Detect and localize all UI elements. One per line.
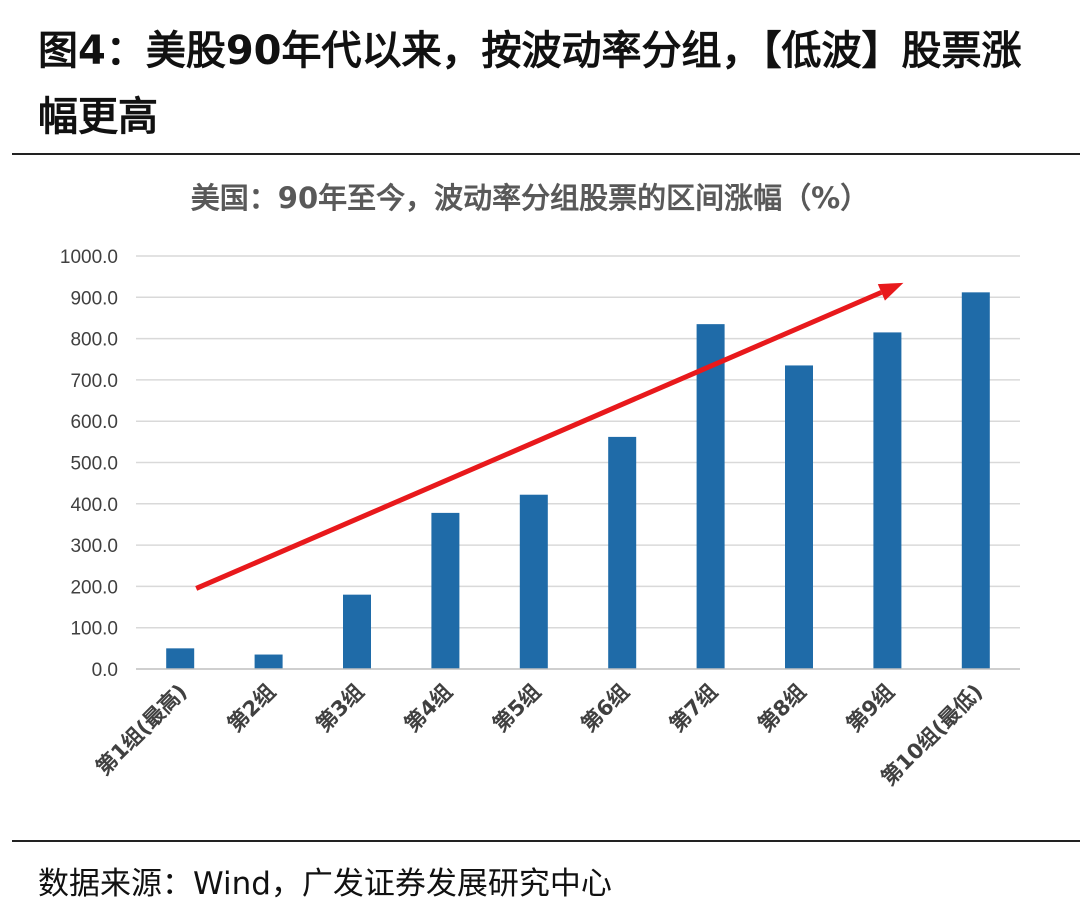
y-tick-label: 100.0: [70, 619, 118, 640]
y-tick-label: 1000.0: [60, 247, 118, 268]
trend-arrow-group: [195, 282, 904, 591]
top-divider: [12, 153, 1080, 155]
bar-chart: 美国：90年至今，波动率分组股票的区间涨幅（%） 0.0 100.0 200.0 30…: [60, 181, 1020, 791]
bar: [431, 512, 460, 669]
bar: [519, 494, 548, 669]
x-tick-label: 第4组: [400, 680, 457, 737]
y-tick-label: 0.0: [92, 660, 118, 681]
x-tick-label: 第8组: [754, 680, 811, 737]
y-axis-ticks: 0.0 100.0 200.0 300.0 400.0 500.0 600.0 700.0 80…: [60, 247, 118, 681]
bar: [696, 324, 725, 669]
x-tick-label: 第1组(最高): [91, 680, 191, 780]
chart-area: 美国：90年至今，波动率分组股票的区间涨幅（%） 0.0 100.0 200.0 30…: [0, 160, 1080, 840]
y-tick-label: 600.0: [70, 412, 118, 433]
source-note: 数据来源：Wind，广发证券发展研究中心: [38, 866, 612, 902]
bar: [961, 292, 990, 669]
x-tick-label: 第2组: [223, 680, 280, 737]
trend-arrow-head: [877, 282, 904, 301]
bottom-divider: [12, 840, 1080, 842]
x-tick-label: 第7组: [665, 680, 722, 737]
bar: [873, 332, 902, 669]
bar: [166, 648, 195, 669]
x-tick-label: 第9组: [842, 680, 899, 737]
bar: [254, 654, 283, 669]
bars: [166, 292, 990, 669]
y-tick-label: 500.0: [70, 454, 118, 475]
chart-title: 美国：90年至今，波动率分组股票的区间涨幅（%）: [191, 181, 869, 215]
y-tick-label: 800.0: [70, 330, 118, 351]
y-tick-label: 300.0: [70, 536, 118, 557]
x-tick-label: 第3组: [312, 680, 369, 737]
trend-arrow-line: [195, 290, 883, 591]
bar: [785, 365, 813, 669]
figure-title: 图4：美股90年代以来，按波动率分组，【低波】股票涨幅更高: [38, 28, 1022, 140]
y-tick-label: 200.0: [70, 577, 118, 598]
x-tick-label: 第6组: [577, 680, 634, 737]
y-tick-label: 700.0: [70, 371, 118, 392]
y-tick-label: 900.0: [70, 288, 118, 309]
y-tick-label: 400.0: [70, 495, 118, 516]
bar: [608, 436, 637, 669]
bar: [343, 594, 371, 669]
x-tick-label: 第5组: [488, 680, 545, 737]
